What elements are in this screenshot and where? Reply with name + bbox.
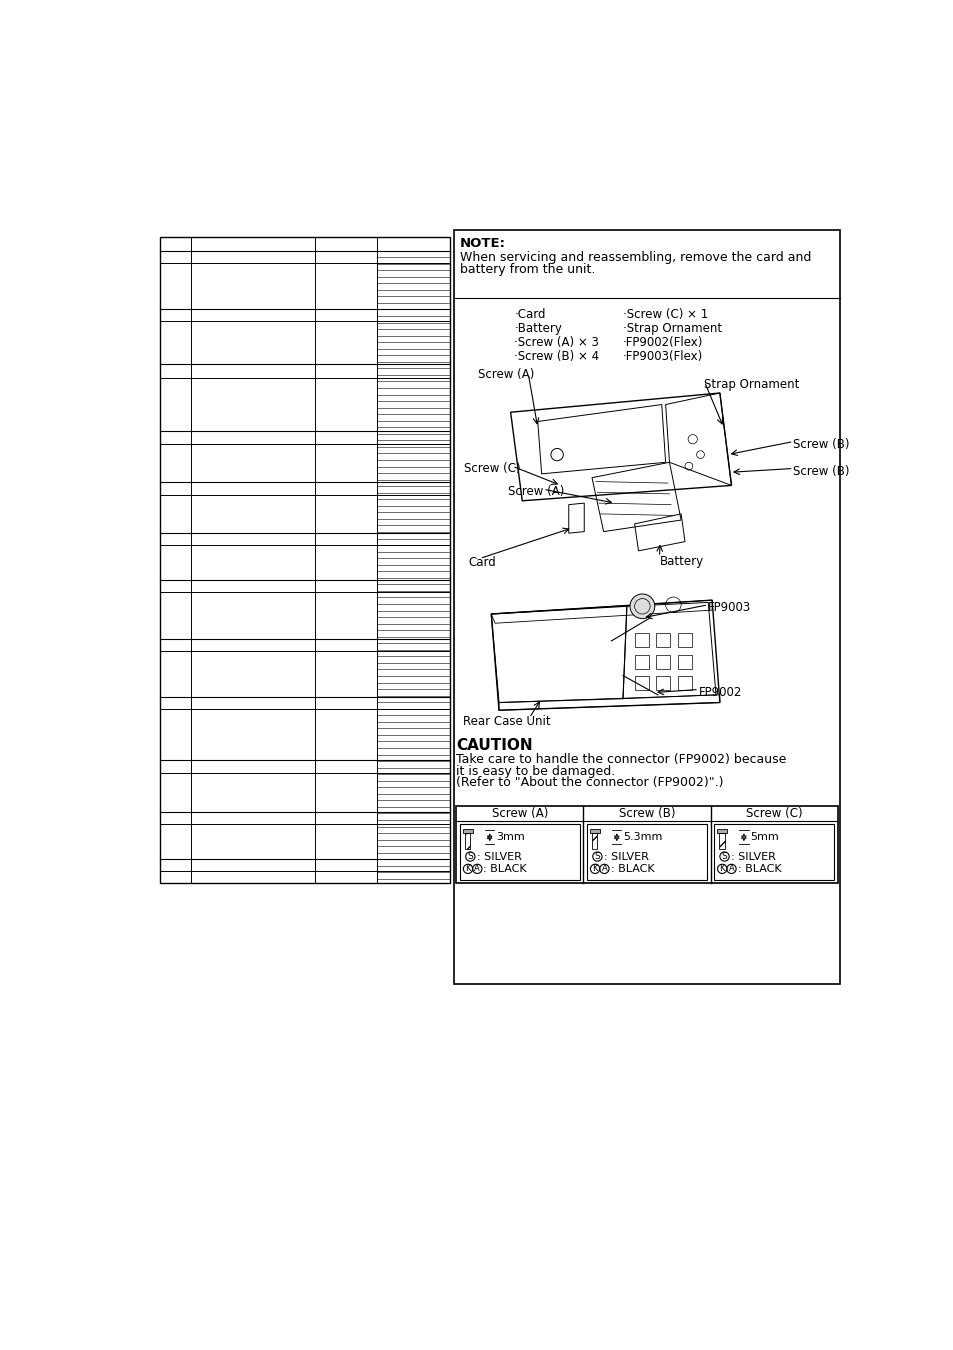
Bar	[456, 806, 837, 883]
Text: Screw (C): Screw (C)	[745, 807, 801, 819]
Bar	[464, 833, 470, 849]
Text: Screw (A): Screw (A)	[508, 486, 564, 498]
Circle shape	[629, 594, 654, 618]
Text: A: A	[728, 864, 734, 873]
Text: ·FP9003(Flex): ·FP9003(Flex)	[622, 350, 702, 363]
Bar	[587, 825, 706, 880]
Text: K: K	[719, 864, 724, 873]
Bar	[589, 829, 599, 833]
Bar	[678, 655, 691, 668]
Text: Screw (B): Screw (B)	[618, 807, 675, 819]
Bar	[159, 236, 450, 883]
Text: ·Strap Ornament: ·Strap Ornament	[622, 323, 721, 335]
Text: S: S	[467, 852, 473, 861]
Text: Screw (B): Screw (B)	[793, 464, 849, 478]
Text: Card: Card	[468, 556, 496, 570]
Text: Screw (A): Screw (A)	[491, 807, 548, 819]
Text: Screw (C): Screw (C)	[464, 462, 520, 475]
Text: ·Battery: ·Battery	[514, 323, 561, 335]
Text: Battery: Battery	[659, 555, 702, 568]
Bar	[454, 230, 840, 984]
Text: : SILVER: : SILVER	[731, 852, 776, 861]
Text: Strap Ornament: Strap Ornament	[703, 378, 799, 390]
Text: : SILVER: : SILVER	[476, 852, 521, 861]
Bar	[716, 829, 726, 833]
Text: K: K	[465, 864, 470, 873]
Text: ·Card: ·Card	[514, 308, 545, 321]
Text: Screw (B): Screw (B)	[793, 437, 849, 451]
Bar	[719, 833, 723, 849]
Text: When servicing and reassembling, remove the card and: When servicing and reassembling, remove …	[459, 251, 811, 263]
Text: K: K	[592, 864, 598, 873]
Text: 5mm: 5mm	[749, 833, 778, 842]
Text: : BLACK: : BLACK	[610, 864, 654, 873]
Bar	[462, 829, 472, 833]
Bar	[634, 633, 648, 647]
Text: Screw (A): Screw (A)	[477, 369, 534, 381]
Bar	[634, 676, 648, 690]
Text: battery from the unit.: battery from the unit.	[459, 263, 595, 275]
Text: Rear Case Unit: Rear Case Unit	[463, 716, 551, 728]
Bar	[678, 633, 691, 647]
Bar	[656, 676, 670, 690]
Text: A: A	[474, 864, 479, 873]
Text: CAUTION: CAUTION	[456, 738, 533, 753]
Text: Take care to handle the connector (FP9002) because: Take care to handle the connector (FP900…	[456, 753, 786, 767]
Text: it is easy to be damaged.: it is easy to be damaged.	[456, 765, 615, 778]
Text: S: S	[720, 852, 726, 861]
Bar	[459, 825, 579, 880]
Text: (Refer to "About the connector (FP9002)".): (Refer to "About the connector (FP9002)"…	[456, 776, 723, 790]
Text: ·FP9002(Flex): ·FP9002(Flex)	[622, 336, 702, 350]
Bar	[634, 655, 648, 668]
Text: ·Screw (B) × 4: ·Screw (B) × 4	[514, 350, 599, 363]
Bar	[656, 633, 670, 647]
Bar	[592, 833, 597, 849]
Text: NOTE:: NOTE:	[459, 238, 506, 251]
Text: ·Screw (C) × 1: ·Screw (C) × 1	[622, 308, 707, 321]
Bar	[714, 825, 833, 880]
Text: FP9003: FP9003	[707, 601, 751, 614]
Text: S: S	[594, 852, 599, 861]
Text: : BLACK: : BLACK	[483, 864, 527, 873]
Bar	[656, 655, 670, 668]
Bar	[678, 676, 691, 690]
Text: A: A	[601, 864, 607, 873]
Text: ·Screw (A) × 3: ·Screw (A) × 3	[514, 336, 598, 350]
Text: : BLACK: : BLACK	[737, 864, 781, 873]
Text: 3mm: 3mm	[496, 833, 524, 842]
Text: 5.3mm: 5.3mm	[622, 833, 661, 842]
Text: FP9002: FP9002	[699, 686, 741, 698]
Text: : SILVER: : SILVER	[604, 852, 649, 861]
